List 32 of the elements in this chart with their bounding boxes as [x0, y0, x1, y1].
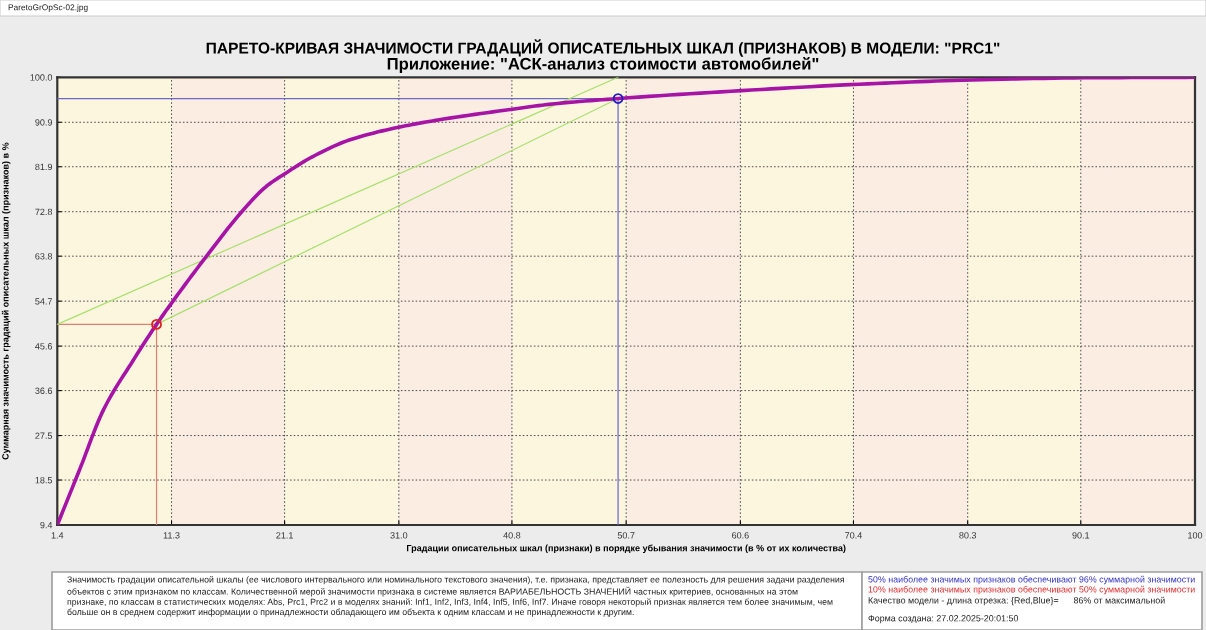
text: 10% наиболее значимых признаков обеспечивают 50% суммарной значимости [868, 585, 1195, 595]
x-tick-label: 90.1 [1072, 532, 1090, 539]
y-tick-label: 27.5 [35, 432, 53, 439]
y-tick-label: 54.7 [35, 298, 52, 305]
y-tick-label: 63.8 [35, 253, 53, 260]
y-tick-label: 90.9 [35, 119, 53, 126]
y-tick-label: 9.4 [40, 521, 53, 529]
text: Значимость градации описательной шкалы (ее числового интервального или номинального текстового значения), т.е. признака, представляет ее полезность для решения задачи разделения объектов с этим признаком по классам. Количественной мерой значимости признака в системе является ВАРИАБЕЛЬНОСТЬ ЗНАЧЕНИЙ частных критериев, основанных на этом признаке, по классам в статистических моделях: Abs, Prc1, Prc2 и в моделях знаний: Inf1, Inf2, Inf3, Inf4, Inf5, Inf6, Inf7. Иначе говоря некоторый признак является тем более значимым, чем больше он в среднем содержит информации о принадлежности обладающего им объекта к одним классам и не принадлежности к другим. [67, 576, 844, 617]
chart-title: ПАРЕТО-КРИВАЯ ЗНАЧИМОСТИ ГРАДАЦИЙ ОПИСАТЕЛЬНЫХ ШКАЛ (ПРИЗНАКОВ) В МОДЕЛИ: "PRC1" [206, 39, 1000, 57]
x-tick-label: 50.7 [617, 532, 635, 539]
text: Качество модели - длина отрезка: {Red,Blue}= 86% от максимальной [868, 596, 1165, 606]
text: 50% наиболее значимых признаков обеспечивают 96% суммарной значимости [868, 575, 1195, 585]
y-tick-label: 18.5 [35, 477, 53, 484]
x-tick-label: 70.4 [845, 532, 862, 539]
y-tick-label: 36.6 [35, 387, 53, 394]
x-axis-title: Градации описательных шкал (признаки) в порядке убывания значимости (в % от их количества) [406, 544, 846, 554]
x-tick-label: 60.6 [732, 532, 749, 539]
y-tick-label: 45.6 [35, 343, 53, 350]
x-tick-label: 31.0 [390, 532, 408, 539]
text: Форма создана: 27.02.2025-20:01:50 [868, 615, 1019, 624]
y-tick-label: 100.0 [30, 74, 53, 81]
x-tick-label: 40.8 [503, 532, 521, 539]
y-axis-title: Суммарная значимость градаций описательных шкал (признаков) в % [1, 142, 11, 460]
y-tick-label: 81.9 [35, 163, 53, 171]
x-tick-label: 21.1 [276, 532, 293, 539]
x-tick-label: 100 [1188, 532, 1203, 539]
x-tick-label: 1.4 [51, 532, 64, 539]
x-tick-label: 11.3 [163, 532, 180, 539]
x-tick-label: 80.3 [959, 532, 977, 539]
text: ParetoGrOpSc-02.jpg [8, 4, 88, 12]
y-tick-label: 72.8 [35, 208, 53, 216]
chart-subtitle: Приложение: "АСК-анализ стоимости автомобилей" [387, 57, 819, 73]
